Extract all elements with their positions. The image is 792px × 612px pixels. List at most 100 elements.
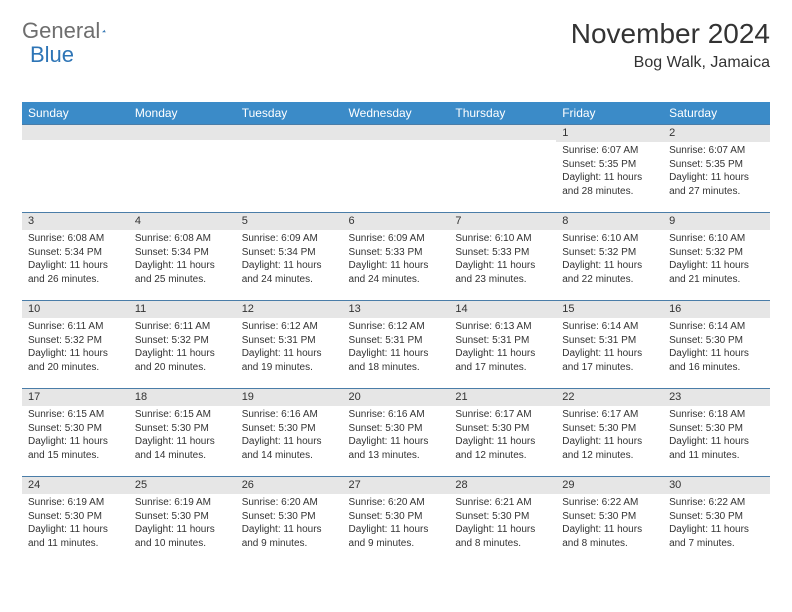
day-details: Sunrise: 6:14 AMSunset: 5:31 PMDaylight:… [556, 318, 663, 378]
day-number [22, 124, 129, 140]
sunrise-line: Sunrise: 6:11 AM [28, 320, 123, 334]
logo-text-general: General [22, 18, 100, 44]
day-details: Sunrise: 6:16 AMSunset: 5:30 PMDaylight:… [236, 406, 343, 466]
day-number: 17 [22, 388, 129, 406]
daylight-line: Daylight: 11 hours and 17 minutes. [562, 347, 657, 374]
day-number [236, 124, 343, 140]
calendar-week-row: 10Sunrise: 6:11 AMSunset: 5:32 PMDayligh… [22, 300, 770, 388]
sunset-line: Sunset: 5:30 PM [242, 510, 337, 524]
day-details: Sunrise: 6:15 AMSunset: 5:30 PMDaylight:… [129, 406, 236, 466]
sunset-line: Sunset: 5:30 PM [455, 422, 550, 436]
calendar-cell: 27Sunrise: 6:20 AMSunset: 5:30 PMDayligh… [343, 476, 450, 564]
calendar-cell: 11Sunrise: 6:11 AMSunset: 5:32 PMDayligh… [129, 300, 236, 388]
daylight-line: Daylight: 11 hours and 24 minutes. [349, 259, 444, 286]
daylight-line: Daylight: 11 hours and 14 minutes. [242, 435, 337, 462]
daylight-line: Daylight: 11 hours and 9 minutes. [349, 523, 444, 550]
daylight-line: Daylight: 11 hours and 17 minutes. [455, 347, 550, 374]
calendar-cell: 17Sunrise: 6:15 AMSunset: 5:30 PMDayligh… [22, 388, 129, 476]
sunrise-line: Sunrise: 6:22 AM [562, 496, 657, 510]
sunrise-line: Sunrise: 6:15 AM [28, 408, 123, 422]
sunrise-line: Sunrise: 6:09 AM [242, 232, 337, 246]
day-details: Sunrise: 6:19 AMSunset: 5:30 PMDaylight:… [22, 494, 129, 554]
day-details: Sunrise: 6:17 AMSunset: 5:30 PMDaylight:… [449, 406, 556, 466]
daylight-line: Daylight: 11 hours and 13 minutes. [349, 435, 444, 462]
day-number: 4 [129, 212, 236, 230]
day-number: 23 [663, 388, 770, 406]
day-details: Sunrise: 6:10 AMSunset: 5:33 PMDaylight:… [449, 230, 556, 290]
calendar-cell: 1Sunrise: 6:07 AMSunset: 5:35 PMDaylight… [556, 124, 663, 212]
calendar-cell: 15Sunrise: 6:14 AMSunset: 5:31 PMDayligh… [556, 300, 663, 388]
location-label: Bog Walk, Jamaica [571, 54, 770, 72]
day-number: 6 [343, 212, 450, 230]
sunset-line: Sunset: 5:32 PM [135, 334, 230, 348]
calendar-cell [236, 124, 343, 212]
calendar-cell: 25Sunrise: 6:19 AMSunset: 5:30 PMDayligh… [129, 476, 236, 564]
day-details: Sunrise: 6:16 AMSunset: 5:30 PMDaylight:… [343, 406, 450, 466]
sunset-line: Sunset: 5:30 PM [349, 422, 444, 436]
daylight-line: Daylight: 11 hours and 12 minutes. [455, 435, 550, 462]
daylight-line: Daylight: 11 hours and 16 minutes. [669, 347, 764, 374]
daylight-line: Daylight: 11 hours and 26 minutes. [28, 259, 123, 286]
sunrise-line: Sunrise: 6:12 AM [242, 320, 337, 334]
day-number: 21 [449, 388, 556, 406]
calendar-body: 1Sunrise: 6:07 AMSunset: 5:35 PMDaylight… [22, 124, 770, 564]
day-details: Sunrise: 6:08 AMSunset: 5:34 PMDaylight:… [22, 230, 129, 290]
day-number: 11 [129, 300, 236, 318]
calendar-week-row: 17Sunrise: 6:15 AMSunset: 5:30 PMDayligh… [22, 388, 770, 476]
sunset-line: Sunset: 5:30 PM [28, 422, 123, 436]
day-details: Sunrise: 6:11 AMSunset: 5:32 PMDaylight:… [129, 318, 236, 378]
day-details: Sunrise: 6:07 AMSunset: 5:35 PMDaylight:… [663, 142, 770, 202]
calendar-cell: 13Sunrise: 6:12 AMSunset: 5:31 PMDayligh… [343, 300, 450, 388]
calendar-week-row: 3Sunrise: 6:08 AMSunset: 5:34 PMDaylight… [22, 212, 770, 300]
sunrise-line: Sunrise: 6:19 AM [28, 496, 123, 510]
sunset-line: Sunset: 5:30 PM [28, 510, 123, 524]
day-details: Sunrise: 6:12 AMSunset: 5:31 PMDaylight:… [236, 318, 343, 378]
daylight-line: Daylight: 11 hours and 18 minutes. [349, 347, 444, 374]
calendar-cell: 18Sunrise: 6:15 AMSunset: 5:30 PMDayligh… [129, 388, 236, 476]
sunrise-line: Sunrise: 6:07 AM [562, 144, 657, 158]
calendar-cell: 20Sunrise: 6:16 AMSunset: 5:30 PMDayligh… [343, 388, 450, 476]
calendar-cell: 2Sunrise: 6:07 AMSunset: 5:35 PMDaylight… [663, 124, 770, 212]
calendar-week-row: 1Sunrise: 6:07 AMSunset: 5:35 PMDaylight… [22, 124, 770, 212]
day-details: Sunrise: 6:17 AMSunset: 5:30 PMDaylight:… [556, 406, 663, 466]
sunset-line: Sunset: 5:31 PM [562, 334, 657, 348]
calendar-cell: 8Sunrise: 6:10 AMSunset: 5:32 PMDaylight… [556, 212, 663, 300]
day-details: Sunrise: 6:07 AMSunset: 5:35 PMDaylight:… [556, 142, 663, 202]
calendar-cell [449, 124, 556, 212]
day-number: 29 [556, 476, 663, 494]
day-number: 2 [663, 124, 770, 142]
day-details: Sunrise: 6:22 AMSunset: 5:30 PMDaylight:… [556, 494, 663, 554]
sunrise-line: Sunrise: 6:17 AM [455, 408, 550, 422]
sunset-line: Sunset: 5:34 PM [28, 246, 123, 260]
calendar-cell: 30Sunrise: 6:22 AMSunset: 5:30 PMDayligh… [663, 476, 770, 564]
day-number [129, 124, 236, 140]
daylight-line: Daylight: 11 hours and 28 minutes. [562, 171, 657, 198]
day-number: 25 [129, 476, 236, 494]
day-details: Sunrise: 6:11 AMSunset: 5:32 PMDaylight:… [22, 318, 129, 378]
day-number: 12 [236, 300, 343, 318]
day-number: 9 [663, 212, 770, 230]
daylight-line: Daylight: 11 hours and 20 minutes. [135, 347, 230, 374]
day-number: 14 [449, 300, 556, 318]
daylight-line: Daylight: 11 hours and 21 minutes. [669, 259, 764, 286]
calendar-page: General November 2024 Bog Walk, Jamaica … [0, 0, 792, 612]
sunrise-line: Sunrise: 6:10 AM [669, 232, 764, 246]
month-title: November 2024 [571, 18, 770, 50]
calendar-cell: 14Sunrise: 6:13 AMSunset: 5:31 PMDayligh… [449, 300, 556, 388]
sunrise-line: Sunrise: 6:10 AM [455, 232, 550, 246]
sunrise-line: Sunrise: 6:20 AM [242, 496, 337, 510]
sunset-line: Sunset: 5:30 PM [562, 510, 657, 524]
daylight-line: Daylight: 11 hours and 15 minutes. [28, 435, 123, 462]
column-header: Friday [556, 102, 663, 124]
day-details: Sunrise: 6:19 AMSunset: 5:30 PMDaylight:… [129, 494, 236, 554]
calendar-cell: 6Sunrise: 6:09 AMSunset: 5:33 PMDaylight… [343, 212, 450, 300]
day-details: Sunrise: 6:15 AMSunset: 5:30 PMDaylight:… [22, 406, 129, 466]
day-number: 19 [236, 388, 343, 406]
sunrise-line: Sunrise: 6:22 AM [669, 496, 764, 510]
column-header: Sunday [22, 102, 129, 124]
sunrise-line: Sunrise: 6:16 AM [349, 408, 444, 422]
day-details: Sunrise: 6:13 AMSunset: 5:31 PMDaylight:… [449, 318, 556, 378]
sunset-line: Sunset: 5:30 PM [455, 510, 550, 524]
sunrise-line: Sunrise: 6:08 AM [28, 232, 123, 246]
sunrise-line: Sunrise: 6:09 AM [349, 232, 444, 246]
